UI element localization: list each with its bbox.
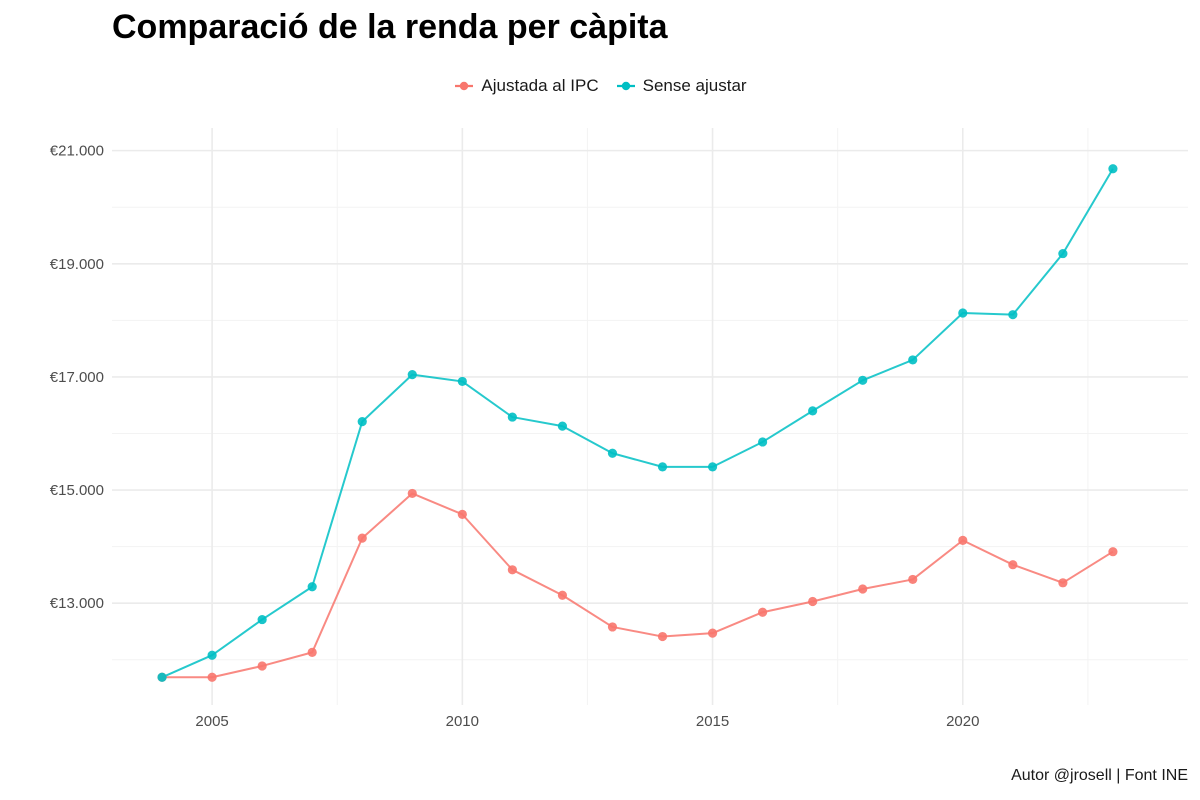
data-point-series-0 — [758, 607, 768, 617]
chart-title: Comparació de la renda per càpita — [112, 8, 668, 46]
x-tick-label: 2005 — [195, 713, 228, 730]
y-tick-label: €21.000 — [50, 143, 104, 160]
data-point-series-1 — [707, 462, 718, 472]
legend-item-unadjusted: Sense ajustar — [615, 74, 747, 98]
data-point-series-0 — [1058, 578, 1068, 588]
chart-caption: Autor @jrosell | Font INE — [1011, 767, 1188, 784]
data-point-series-1 — [858, 375, 868, 385]
data-point-series-0 — [557, 590, 568, 600]
data-point-series-0 — [257, 661, 267, 671]
y-tick-label: €19.000 — [50, 256, 104, 273]
data-point-series-0 — [908, 574, 918, 585]
data-point-series-1 — [157, 672, 167, 682]
y-tick-label: €13.000 — [50, 595, 104, 612]
legend-item-adjusted: Ajustada al IPC — [453, 74, 599, 98]
legend: Ajustada al IPC Sense ajustar — [0, 74, 1200, 98]
data-point-series-0 — [958, 535, 968, 545]
data-point-series-1 — [958, 308, 968, 318]
data-point-series-1 — [557, 421, 568, 431]
data-point-series-0 — [657, 631, 668, 642]
data-point-series-0 — [357, 533, 367, 543]
data-point-series-1 — [307, 582, 317, 592]
y-tick-label: €15.000 — [50, 482, 104, 499]
legend-key-unadjusted — [616, 81, 635, 91]
x-tick-label: 2020 — [946, 713, 979, 730]
data-point-series-1 — [457, 376, 467, 387]
data-point-series-1 — [407, 370, 417, 380]
legend-label-unadjusted: Sense ajustar — [642, 76, 747, 95]
series-line-1 — [161, 168, 1114, 679]
x-tick-label: 2010 — [446, 713, 479, 730]
data-point-series-1 — [657, 462, 668, 472]
data-point-series-0 — [507, 565, 517, 575]
data-point-series-1 — [1008, 310, 1018, 320]
data-point-series-1 — [507, 412, 517, 422]
data-point-series-0 — [1108, 547, 1118, 557]
x-tick-label: 2015 — [696, 713, 729, 730]
data-point-series-0 — [457, 509, 467, 519]
data-point-series-0 — [607, 622, 618, 632]
data-point-series-1 — [1058, 248, 1068, 259]
data-point-series-0 — [808, 596, 818, 607]
series-line-0 — [162, 492, 1114, 679]
legend-key-adjusted — [455, 81, 474, 91]
data-point-series-1 — [257, 614, 267, 625]
data-point-series-1 — [808, 406, 818, 416]
legend-label-adjusted: Ajustada al IPC — [481, 76, 599, 95]
data-point-series-1 — [357, 416, 367, 427]
data-point-series-0 — [858, 584, 868, 594]
data-point-series-0 — [1008, 560, 1018, 570]
data-point-series-1 — [207, 650, 217, 660]
data-point-series-1 — [758, 437, 768, 447]
data-point-series-0 — [207, 672, 217, 682]
y-tick-label: €17.000 — [50, 369, 104, 386]
data-point-series-0 — [307, 647, 317, 657]
data-point-series-0 — [407, 488, 417, 499]
data-point-series-0 — [707, 628, 718, 638]
data-point-series-1 — [607, 448, 618, 458]
data-point-series-1 — [908, 355, 918, 365]
data-point-series-1 — [1108, 164, 1118, 174]
